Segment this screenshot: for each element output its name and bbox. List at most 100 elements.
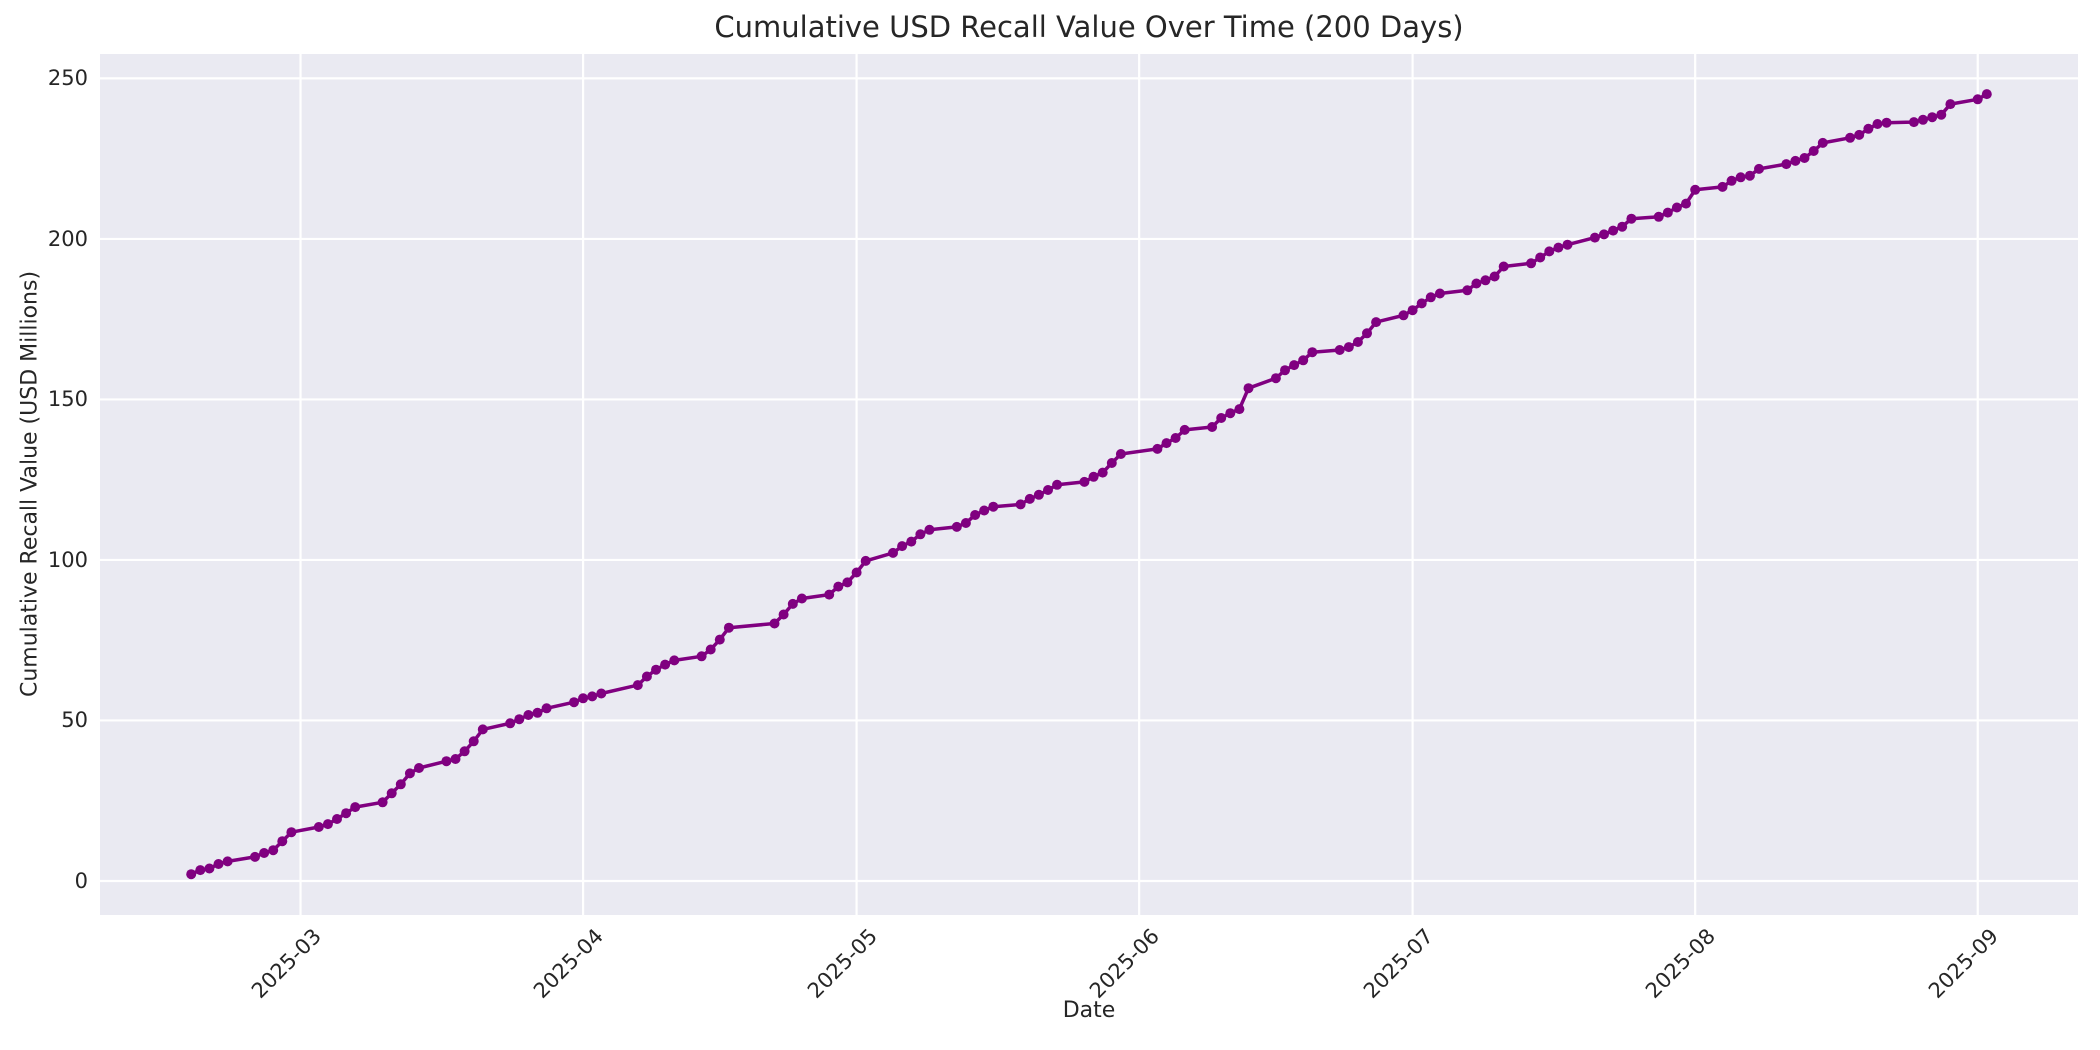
data-point-marker xyxy=(1043,485,1053,495)
data-point-marker xyxy=(322,819,333,830)
data-point-marker xyxy=(350,802,361,813)
data-point-marker xyxy=(277,836,288,847)
data-point-marker xyxy=(1033,489,1044,500)
data-point-marker xyxy=(404,768,415,779)
data-point-marker xyxy=(1079,476,1090,487)
data-point-marker xyxy=(960,518,971,528)
data-point-marker xyxy=(341,808,352,819)
data-point-marker xyxy=(1170,433,1181,443)
data-point-marker xyxy=(1526,258,1537,269)
data-point-marker xyxy=(951,521,962,532)
data-point-marker xyxy=(505,718,516,729)
data-point-marker xyxy=(1416,298,1427,309)
data-point-marker xyxy=(1298,355,1309,366)
data-point-marker xyxy=(1471,278,1482,289)
data-point-marker xyxy=(1307,347,1318,358)
data-point-marker xyxy=(1161,438,1172,449)
data-point-marker xyxy=(1781,159,1792,170)
data-point-marker xyxy=(1216,413,1227,423)
data-point-marker xyxy=(1289,360,1300,371)
data-point-marker xyxy=(459,746,470,757)
data-point-marker xyxy=(1872,119,1883,129)
data-point-marker xyxy=(669,655,680,666)
data-point-marker xyxy=(1097,467,1108,478)
y-tick-label: 50 xyxy=(61,708,88,733)
data-point-marker xyxy=(1945,99,1956,110)
data-point-marker xyxy=(596,688,607,699)
plot-background xyxy=(100,54,2078,915)
data-point-marker xyxy=(213,859,224,869)
data-point-marker xyxy=(906,536,917,547)
data-point-marker xyxy=(578,693,589,704)
data-point-marker xyxy=(1735,172,1746,183)
data-point-marker xyxy=(1407,305,1418,316)
data-point-marker xyxy=(1243,383,1254,394)
data-point-marker xyxy=(1863,123,1874,134)
data-point-marker xyxy=(1480,275,1491,286)
data-point-marker xyxy=(1817,137,1828,148)
data-point-marker xyxy=(696,651,707,662)
data-point-marker xyxy=(1179,424,1190,435)
data-point-marker xyxy=(915,529,926,540)
data-point-marker xyxy=(587,691,598,702)
data-point-marker xyxy=(1808,146,1819,156)
data-point-marker xyxy=(1052,479,1063,490)
data-point-marker xyxy=(897,541,908,552)
data-point-marker xyxy=(468,736,479,747)
data-point-marker xyxy=(1754,163,1764,174)
data-point-marker xyxy=(778,609,789,620)
data-point-marker xyxy=(1362,328,1372,339)
data-point-marker xyxy=(1280,365,1290,376)
data-point-marker xyxy=(824,589,835,600)
data-point-marker xyxy=(1462,285,1473,296)
data-point-marker xyxy=(1918,114,1928,125)
data-point-marker xyxy=(924,524,935,535)
data-point-marker xyxy=(450,754,461,764)
y-tick-label: 200 xyxy=(47,226,88,251)
data-point-marker xyxy=(1352,337,1363,347)
data-point-marker xyxy=(1106,458,1117,468)
data-point-marker xyxy=(1972,94,1983,105)
data-point-marker xyxy=(1498,261,1509,272)
data-point-marker xyxy=(1225,408,1236,419)
data-point-marker xyxy=(186,869,197,880)
data-point-marker xyxy=(970,510,981,520)
data-point-marker xyxy=(1599,229,1609,240)
data-point-marker xyxy=(222,856,233,867)
data-point-marker xyxy=(1981,89,1992,100)
data-point-marker xyxy=(1207,422,1218,432)
data-point-marker xyxy=(1544,246,1555,257)
y-axis-label: Cumulative Recall Value (USD Millions) xyxy=(17,270,43,698)
data-point-marker xyxy=(514,714,525,725)
data-point-marker xyxy=(1681,198,1691,209)
data-point-marker xyxy=(1717,181,1728,192)
data-point-marker xyxy=(660,659,671,670)
data-point-marker xyxy=(1799,153,1810,163)
data-point-marker xyxy=(204,863,215,874)
data-point-marker xyxy=(1088,471,1099,482)
data-point-marker xyxy=(1589,232,1600,243)
data-point-marker xyxy=(1671,202,1682,213)
data-point-marker xyxy=(1908,117,1919,128)
data-point-marker xyxy=(1152,443,1163,454)
data-point-marker xyxy=(714,634,725,645)
data-point-marker xyxy=(477,724,488,735)
data-point-marker xyxy=(888,547,898,558)
data-point-marker xyxy=(1690,184,1701,195)
x-axis-label: Date xyxy=(1062,998,1116,1023)
y-tick-label: 150 xyxy=(47,387,88,412)
data-point-marker xyxy=(860,555,871,566)
data-point-marker xyxy=(851,567,862,578)
data-point-marker xyxy=(1489,271,1500,282)
data-point-marker xyxy=(705,644,716,655)
data-point-marker xyxy=(1562,239,1573,250)
data-point-marker xyxy=(1845,132,1856,143)
data-point-marker xyxy=(988,501,999,512)
data-point-marker xyxy=(532,707,543,718)
data-point-marker xyxy=(1115,449,1126,459)
data-point-marker xyxy=(386,788,397,799)
data-point-marker xyxy=(769,618,780,629)
data-point-marker xyxy=(1854,129,1865,140)
